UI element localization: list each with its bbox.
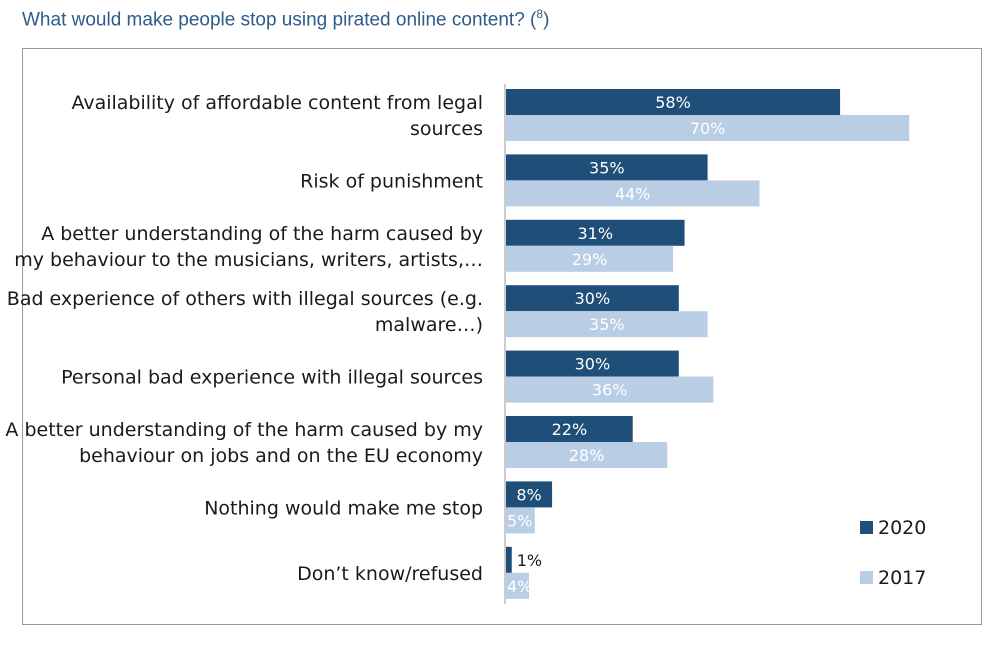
data-label-2020: 1% (517, 551, 542, 570)
data-label-2020: 35% (589, 158, 625, 177)
bar-2017 (506, 442, 668, 468)
data-label-2020: 58% (655, 93, 691, 112)
chart-frame (22, 48, 982, 625)
data-label-2020: 30% (575, 289, 611, 308)
data-label-2017: 36% (592, 381, 628, 400)
category-label: Personal bad experience with illegal sou… (61, 367, 483, 389)
legend-label-2020: 2020 (878, 517, 926, 539)
bar-2017 (506, 572, 530, 599)
bar-2017 (506, 115, 910, 141)
bar-2017 (506, 507, 535, 534)
data-label-2020: 31% (577, 224, 613, 243)
category-label: sources (410, 118, 483, 140)
bar-2020 (506, 416, 633, 442)
chart-title: What would make people stop using pirate… (22, 7, 550, 31)
bar-2017 (506, 311, 708, 338)
category-label: my behaviour to the musicians, writers, … (14, 249, 483, 271)
bar-2017 (506, 376, 714, 403)
data-label-2017: 28% (569, 446, 605, 465)
bar-2020 (506, 219, 685, 246)
data-label-2017: 5% (507, 511, 532, 530)
data-label-2017: 29% (572, 250, 608, 269)
data-label-2020: 22% (552, 420, 588, 439)
category-label: Bad experience of others with illegal so… (7, 288, 483, 310)
data-label-2020: 8% (516, 485, 541, 504)
category-label: Risk of punishment (300, 170, 483, 192)
data-label-2017: 4% (507, 577, 532, 596)
legend-label-2017: 2017 (878, 567, 926, 589)
data-label-2020: 30% (575, 355, 611, 374)
data-label-2017: 70% (690, 119, 726, 138)
category-label: Nothing would make me stop (204, 497, 483, 519)
bar-2020 (506, 350, 679, 377)
bar-2020 (506, 154, 708, 181)
data-label-2017: 44% (615, 184, 651, 203)
category-label: A better understanding of the harm cause… (5, 419, 483, 441)
bar-2020 (506, 89, 841, 115)
bar-2020 (506, 481, 553, 508)
data-label-2017: 35% (589, 315, 625, 334)
category-label: malware…) (375, 314, 483, 336)
bar-2020 (506, 285, 679, 312)
category-label: Don’t know/refused (297, 563, 483, 585)
legend-swatch-2020 (860, 521, 873, 534)
bar-2017 (506, 245, 674, 272)
bar-2017 (506, 180, 760, 207)
category-label: behaviour on jobs and on the EU economy (79, 445, 483, 467)
category-label: A better understanding of the harm cause… (41, 223, 483, 245)
category-label: Availability of affordable content from … (71, 92, 483, 114)
bar-2020 (506, 546, 512, 573)
legend-swatch-2017 (860, 571, 873, 584)
